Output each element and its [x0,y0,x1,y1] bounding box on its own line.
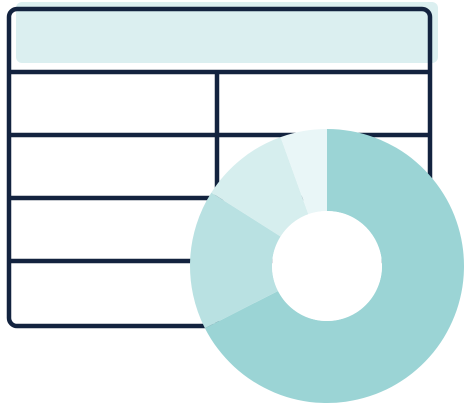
donut-segment-small [211,137,309,237]
donut-segment-medium [190,192,281,329]
donut-chart [190,129,464,404]
table-header-band [16,2,438,63]
donut-segment-large [204,129,464,404]
donut-hole [272,211,382,321]
donut-segment-tiny [280,129,327,215]
